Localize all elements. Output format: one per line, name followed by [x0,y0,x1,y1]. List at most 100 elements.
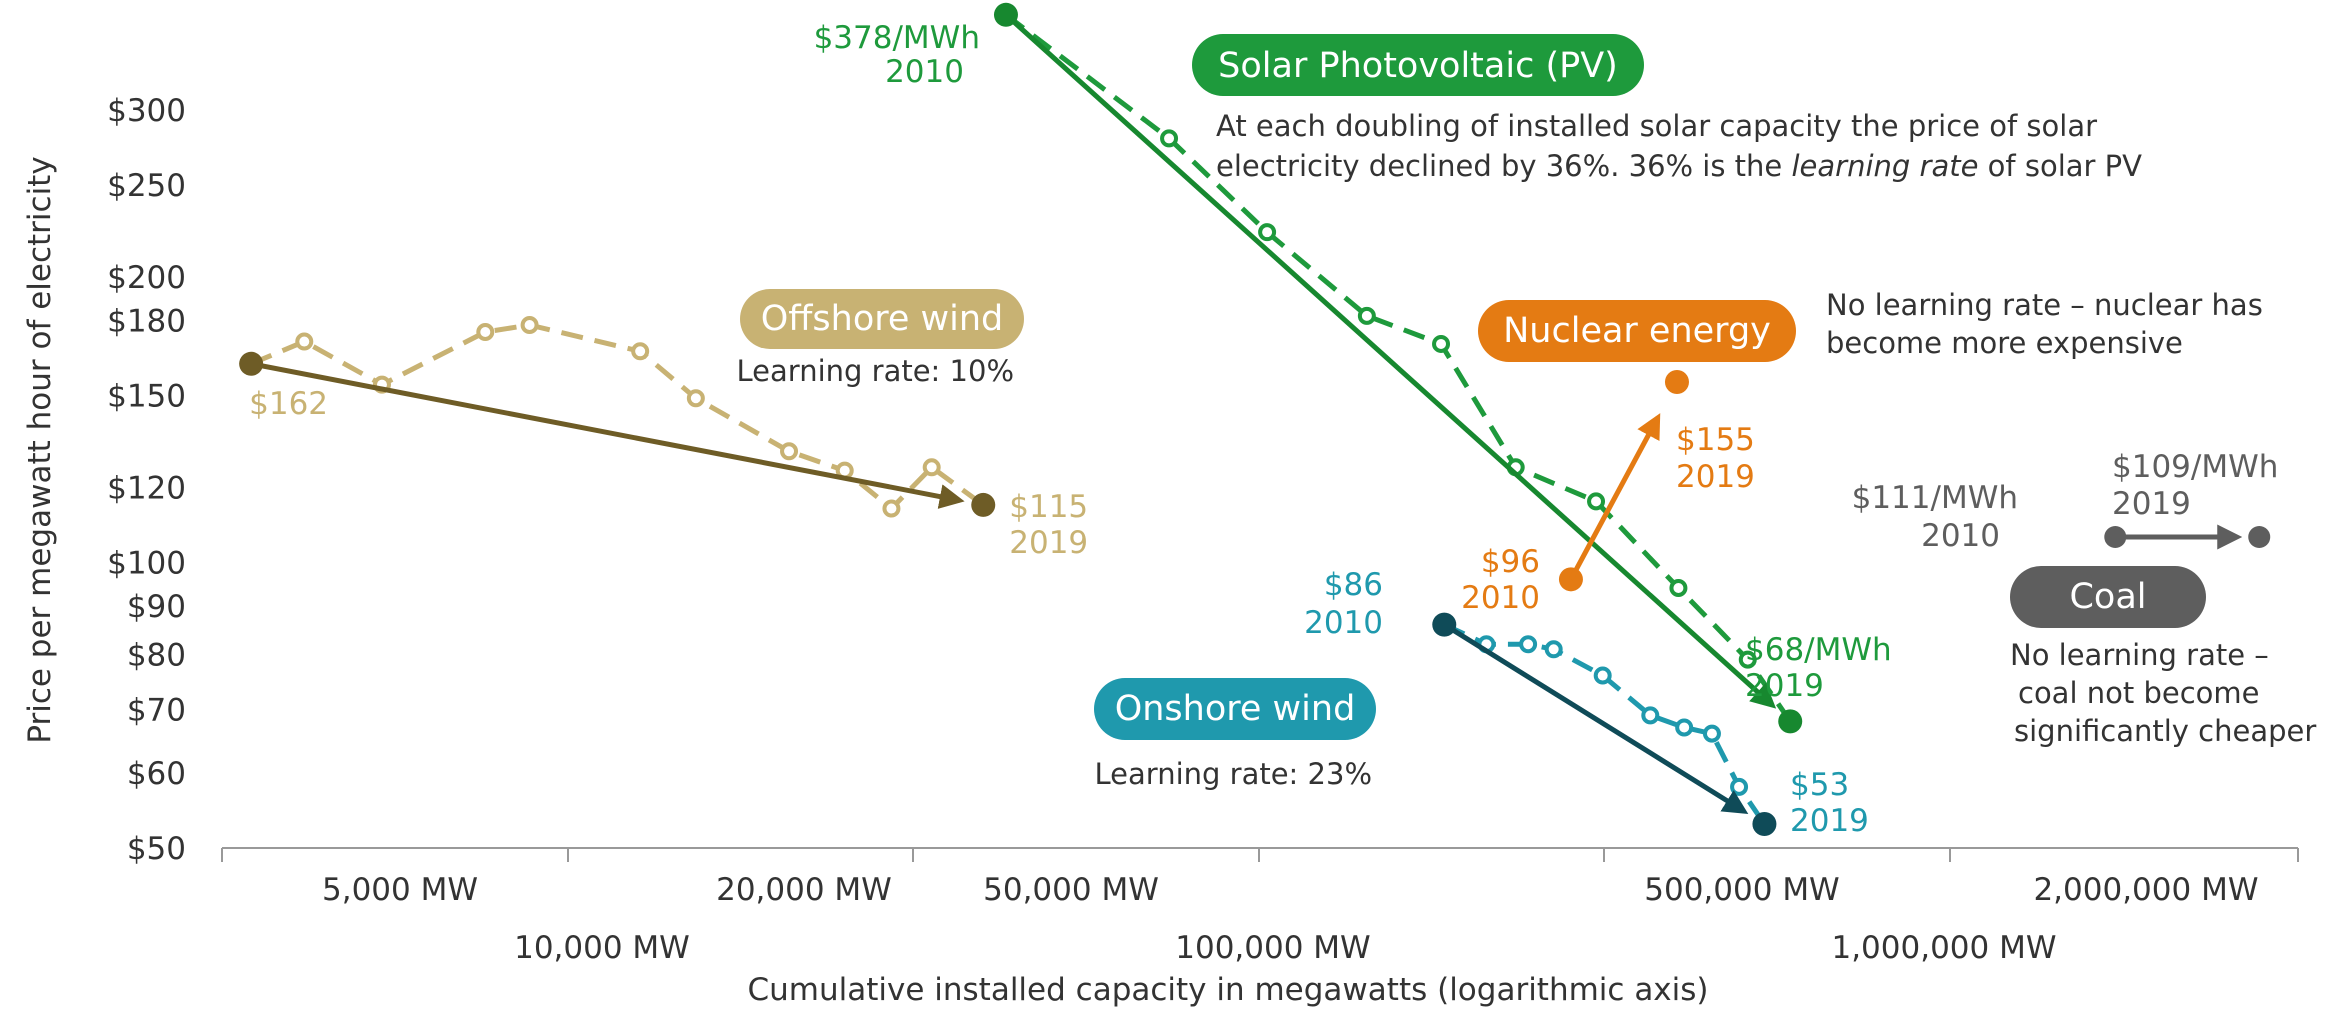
solar-start-year: 2010 [885,54,964,90]
y-tick-label: $150 [107,378,186,414]
data-point [1738,650,1757,669]
onshore-end-year: 2019 [1790,803,1869,839]
data-point [1544,640,1563,659]
solar-pv-title: Solar Photovoltaic (PV) [1218,46,1618,86]
end-point [971,492,996,517]
x-tick-label: 500,000 MW [1644,872,1839,908]
note-italic-text: learning rate [1792,149,1979,183]
solar-start-label: $378/MWh [814,20,980,56]
x-tick-label: 20,000 MW [716,872,892,908]
coal-start-year: 2010 [1921,518,2000,554]
x-tick-label: 100,000 MW [1175,930,1370,966]
data-point [476,323,495,342]
nuclear-arrow [1568,413,1661,581]
nuclear-title: Nuclear energy [1503,311,1771,351]
x-tick-label: 1,000,000 MW [1831,930,2056,966]
coal-end-point [2248,526,2271,548]
data-point [922,458,941,477]
solar-end-label: $68/MWh [1745,632,1892,668]
data-point [1641,706,1660,725]
y-axis-label: Price per megawatt hour of electricity [22,156,58,743]
end-point [1752,811,1777,836]
y-tick-label: $180 [107,303,186,339]
onshore-start-label: $86 [1324,567,1383,603]
data-point [1587,492,1606,511]
y-tick-label: $70 [127,692,186,728]
trend-arrow-2 [1442,622,1749,814]
offshore-wind-title: Offshore wind [761,299,1004,339]
nuclear-end-point [1664,369,1689,394]
end-point [1778,709,1803,734]
data-point [1702,724,1721,743]
nuclear-start-label: $96 [1481,544,1540,580]
coal-note-line1: No learning rate – [2010,638,2269,672]
data-point [520,316,539,335]
coal-end-label: $109/MWh [2112,449,2278,485]
y-tick-label: $90 [127,589,186,625]
offshore-start-label: $162 [249,386,328,422]
data-point [1357,306,1376,325]
note-text: electricity declined by 36%. 36% is the [1216,149,1792,183]
onshore-start-year: 2010 [1304,605,1383,641]
offshore-wind-pill [740,289,1024,349]
solar-pv-note-line1: At each doubling of installed solar capa… [1216,109,2097,143]
data-point [686,389,705,408]
data-point [1519,635,1538,654]
data-point [1669,578,1688,597]
series-line-2 [1443,622,1767,826]
y-tick-label: $60 [127,756,186,792]
data-point [295,332,314,351]
data-point [631,342,650,361]
nuclear-end-year: 2019 [1676,459,1755,495]
y-tick-label: $300 [107,93,186,129]
coal-start-label: $111/MWh [1852,480,2018,516]
coal-pill [2010,566,2206,628]
nuclear-start-year: 2010 [1461,580,1540,616]
nuclear-note-line2: become more expensive [1826,326,2183,360]
nuclear-note-line1: No learning rate – nuclear has [1826,288,2263,322]
offshore-end-year: 2019 [1009,525,1088,561]
note-text: of solar PV [1978,149,2142,183]
data-point [1432,334,1451,353]
data-point [780,442,799,461]
data-point [1593,666,1612,685]
onshore-wind-title: Onshore wind [1115,689,1356,729]
data-point [1730,777,1749,796]
data-point [1675,718,1694,737]
data-point [1160,129,1179,148]
y-tick-label: $200 [107,260,186,296]
y-tick-label: $100 [107,546,186,582]
nuclear-end-label: $155 [1676,422,1755,458]
offshore-wind-note: Learning rate: 10% [737,354,1014,388]
series-line-0 [1004,12,1793,723]
coal-end-year: 2019 [2112,486,2191,522]
trend-arrow-0 [1004,12,1777,709]
x-tick-label: 50,000 MW [983,872,1159,908]
x-axis-label: Cumulative installed capacity in megawat… [747,972,1708,1008]
offshore-end-label: $115 [1009,489,1088,525]
coal-title: Coal [2069,577,2146,617]
start-point [993,2,1018,27]
solar-pv-pill [1192,34,1644,96]
trend-arrow-1 [250,361,965,509]
start-point [239,351,264,376]
series-line-1 [250,322,985,512]
start-point [1432,612,1457,637]
onshore-wind-note: Learning rate: 23% [1095,757,1372,791]
y-tick-label: $80 [127,637,186,673]
nuclear-pill [1478,300,1796,362]
coal-note-line3: significantly cheaper [2014,714,2316,748]
y-tick-label: $250 [107,168,186,204]
onshore-wind-pill [1094,678,1376,740]
onshore-end-label: $53 [1790,767,1849,803]
data-point [1258,223,1277,242]
solar-end-year: 2019 [1745,668,1824,704]
x-tick-label: 10,000 MW [514,930,690,966]
y-tick-label: $50 [127,831,186,867]
x-tick-label: 5,000 MW [322,872,478,908]
solar-pv-note-line2: electricity declined by 36%. 36% is the … [1216,149,2142,183]
y-tick-label: $120 [107,470,186,506]
x-tick-label: 2,000,000 MW [2033,872,2258,908]
coal-note-line2: coal not become [2018,676,2259,710]
